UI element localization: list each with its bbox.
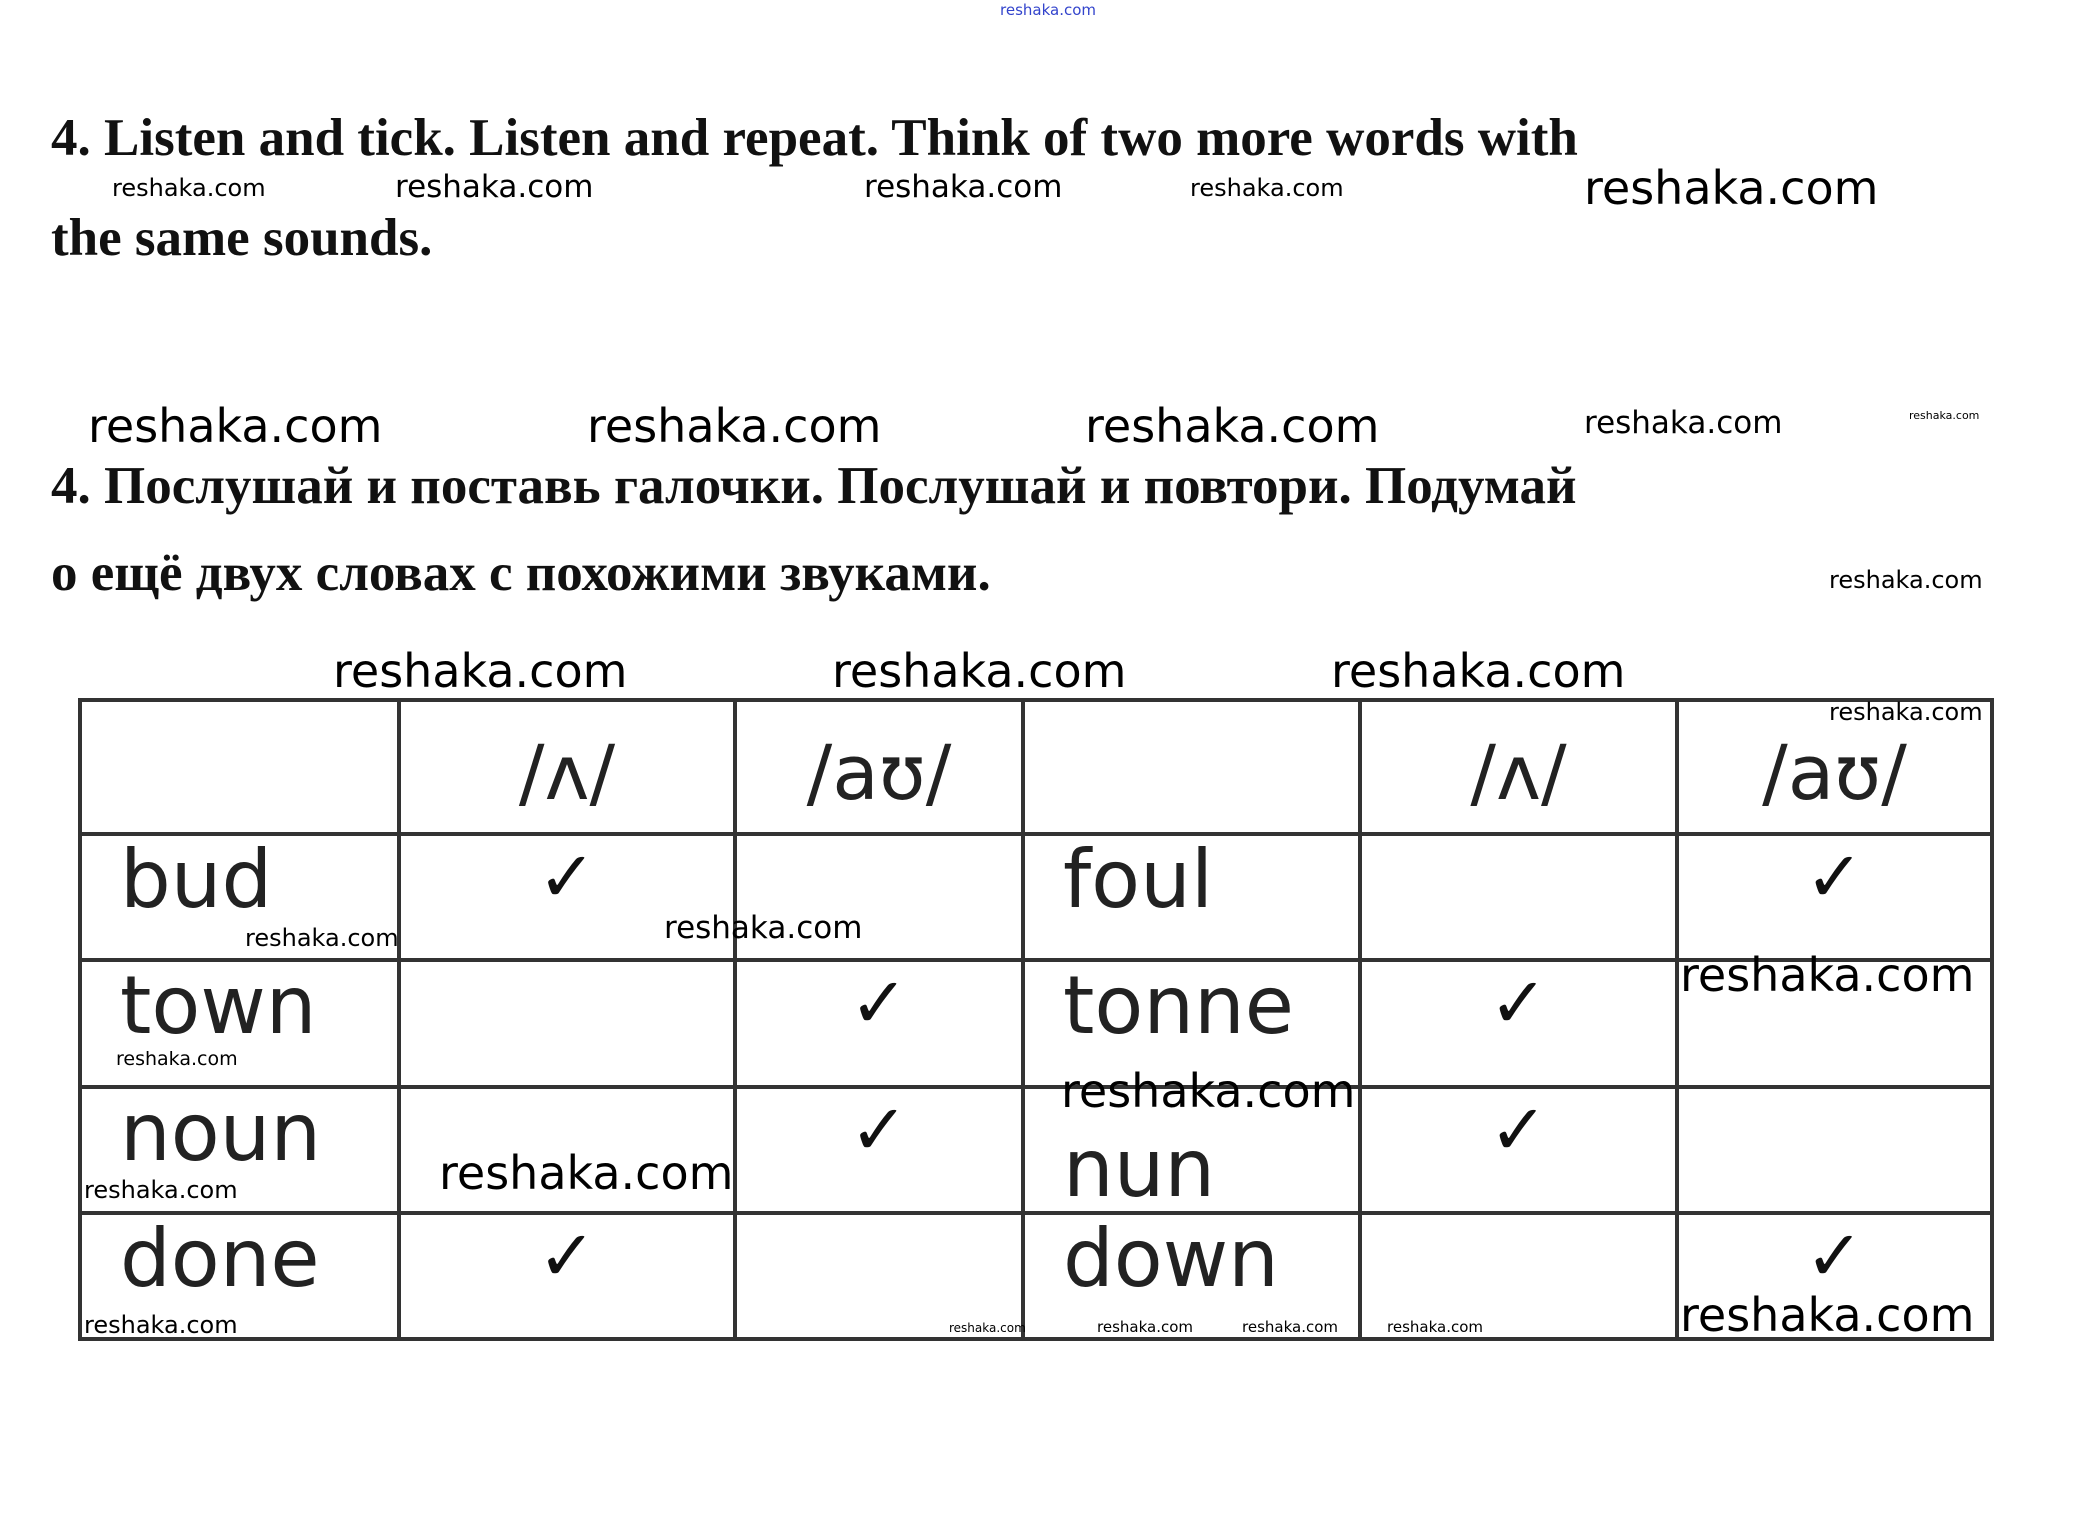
- watermark: reshaka.com: [112, 174, 266, 202]
- header-cell-empty: [1021, 697, 1362, 837]
- watermark: reshaka.com: [1242, 1318, 1338, 1336]
- header-cell-ow: /aʊ/: [1675, 697, 1994, 837]
- tick-cell[interactable]: ✓: [1675, 832, 1994, 963]
- watermark: reshaka.com: [587, 399, 882, 453]
- word-cell: done: [78, 1210, 401, 1342]
- watermark: reshaka.com: [1909, 409, 1980, 422]
- table-header-row: /ʌ/ /aʊ/ /ʌ/ /aʊ/: [78, 697, 1994, 837]
- watermark: reshaka.com: [116, 1048, 238, 1070]
- header-cell-uh: /ʌ/: [397, 697, 737, 837]
- watermark: reshaka.com: [84, 1311, 238, 1339]
- watermark: reshaka.com: [1097, 1318, 1193, 1336]
- tick-cell[interactable]: [397, 958, 737, 1089]
- tick-cell[interactable]: [733, 832, 1025, 963]
- watermark: reshaka.com: [1000, 1, 1096, 19]
- table-row: town ✓ tonne ✓: [78, 958, 1994, 1089]
- tick-cell[interactable]: [1675, 1084, 1994, 1215]
- watermark: reshaka.com: [864, 169, 1063, 205]
- tick-cell[interactable]: ✓: [1358, 958, 1679, 1089]
- tick-cell[interactable]: ✓: [1675, 1210, 1994, 1342]
- word-cell: nun: [1021, 1084, 1362, 1215]
- watermark: reshaka.com: [395, 169, 594, 205]
- tick-cell[interactable]: ✓: [1358, 1084, 1679, 1215]
- watermark: reshaka.com: [333, 644, 628, 698]
- instruction-ru-line2: о ещё двух словах с похожими звуками.: [51, 544, 991, 602]
- tick-cell[interactable]: ✓: [397, 832, 737, 963]
- tick-cell[interactable]: [397, 1084, 737, 1215]
- watermark: reshaka.com: [1331, 644, 1626, 698]
- watermark: reshaka.com: [949, 1321, 1026, 1335]
- tick-cell[interactable]: ✓: [397, 1210, 737, 1342]
- watermark: reshaka.com: [1584, 405, 1783, 441]
- header-cell-empty: [78, 697, 401, 837]
- watermark: reshaka.com: [1085, 399, 1380, 453]
- tick-cell[interactable]: [1358, 1210, 1679, 1342]
- watermark: reshaka.com: [88, 399, 383, 453]
- table-row: bud ✓ foul ✓: [78, 832, 1994, 963]
- word-cell: noun: [78, 1084, 401, 1215]
- watermark: reshaka.com: [245, 924, 399, 952]
- tick-cell[interactable]: [1358, 832, 1679, 963]
- watermark: reshaka.com: [1061, 1064, 1356, 1118]
- tick-cell[interactable]: ✓: [733, 958, 1025, 1089]
- watermark: reshaka.com: [1387, 1318, 1483, 1336]
- word-cell: tonne: [1021, 958, 1362, 1089]
- header-cell-ow: /aʊ/: [733, 697, 1025, 837]
- tick-cell[interactable]: ✓: [733, 1084, 1025, 1215]
- table-row: noun ✓ nun ✓: [78, 1084, 1994, 1215]
- watermark: reshaka.com: [832, 644, 1127, 698]
- word-cell: foul: [1021, 832, 1362, 963]
- instruction-en-line2: the same sounds.: [51, 209, 433, 267]
- watermark: reshaka.com: [1829, 698, 1983, 726]
- instruction-ru-line1: 4. Послушай и поставь галочки. Послушай …: [51, 457, 1577, 515]
- watermark: reshaka.com: [84, 1176, 238, 1204]
- watermark: reshaka.com: [1190, 174, 1344, 202]
- watermark: reshaka.com: [439, 1146, 734, 1200]
- word-cell: down: [1021, 1210, 1362, 1342]
- sounds-table: /ʌ/ /aʊ/ /ʌ/ /aʊ/ bud ✓ foul ✓ town ✓ to…: [78, 697, 1994, 1342]
- tick-cell[interactable]: [733, 1210, 1025, 1342]
- tick-cell[interactable]: [1675, 958, 1994, 1089]
- watermark: reshaka.com: [1680, 948, 1975, 1002]
- watermark: reshaka.com: [664, 910, 863, 946]
- word-cell: town: [78, 958, 401, 1089]
- watermark: reshaka.com: [1829, 566, 1983, 594]
- instruction-en-line1: 4. Listen and tick. Listen and repeat. T…: [51, 109, 1578, 167]
- watermark: reshaka.com: [1680, 1288, 1975, 1342]
- table-row: done ✓ down ✓: [78, 1210, 1994, 1342]
- word-cell: bud: [78, 832, 401, 963]
- header-cell-uh: /ʌ/: [1358, 697, 1679, 837]
- watermark: reshaka.com: [1584, 161, 1879, 215]
